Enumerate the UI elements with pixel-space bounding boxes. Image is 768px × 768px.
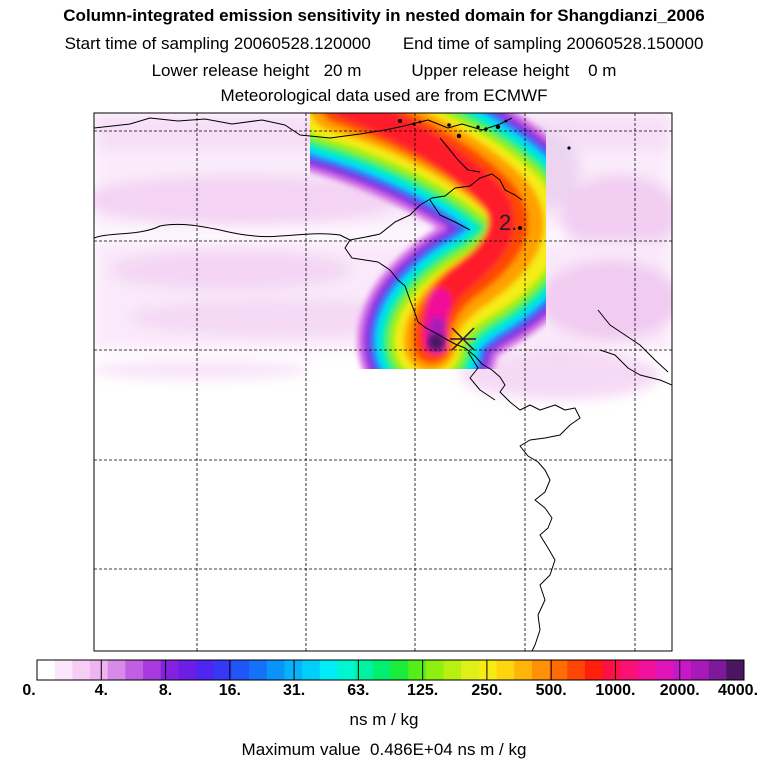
colorbar-tick-label: 31. [282,682,306,699]
colorbar-cell [549,660,568,680]
colorbar-cell [160,660,179,680]
colorbar-cell [673,660,692,680]
colorbar-tick-label: 4000. [717,682,759,699]
colorbar-tick-label: 250. [471,682,503,699]
colorbar-cell [708,660,727,680]
colorbar-ticks [36,660,745,680]
map-frame [93,112,673,652]
colorbar-cell [514,660,533,680]
colorbar-tick-label: 125. [407,682,439,699]
colorbar-cell [249,660,268,680]
colorbar-cell [584,660,603,680]
upper-release-height: Upper release height 0 m [411,61,617,80]
colorbar [37,660,745,680]
colorbar-cell [54,660,73,680]
colorbar-tick-label: 1000. [595,682,636,699]
release-heights: Lower release height 20 m Upper release h… [0,61,768,81]
colorbar-cell [620,660,639,680]
colorbar-cell [107,660,126,680]
colorbar-cell [196,660,215,680]
end-time: End time of sampling 20060528.150000 [402,34,704,53]
colorbar-cell [425,660,444,680]
colorbar-tick-label: 500. [535,682,567,699]
colorbar-cell [690,660,710,680]
colorbar-cell [461,660,480,680]
colorbar-cell [284,660,303,680]
colorbar-cell [37,660,56,680]
colorbar-cell [372,660,391,680]
colorbar-tick-label: 2000. [659,682,700,699]
colorbar-cell [602,660,621,680]
colorbar-cell [726,660,745,680]
colorbar-tick-label: 0. [22,682,36,699]
colorbar-cell [231,660,250,680]
x-cross-icon [450,327,476,351]
colorbar-tick-label: 8. [158,682,173,699]
graticule [94,113,672,651]
colorbar-cell [478,660,497,680]
colorbar-cell [319,660,338,680]
station-number-label: 2. [499,210,517,235]
colorbar-cell [637,660,657,680]
islands [398,119,571,230]
colorbar-tick-label: 4. [94,682,108,699]
colorbar-cell [567,660,586,680]
start-time: Start time of sampling 20060528.120000 [64,34,371,53]
colorbar-cell [143,660,162,680]
colorbar-cell [443,660,462,680]
met-data-source: Meteorological data used are from ECMWF [220,86,548,105]
colorbar-tick-label: 63. [347,682,370,699]
colorbar-cell [178,660,197,680]
plot-title: Column-integrated emission sensitivity i… [63,6,705,25]
colorbar-cell [266,660,285,680]
sensitivity-field [94,113,672,415]
colorbar-cell [531,660,550,680]
maximum-value: Maximum value 0.486E+04 ns m / kg [241,740,527,759]
colorbar-cell [213,660,232,680]
colorbar-cell [125,660,144,680]
colorbar-cell [302,660,321,680]
colorbar-cell [496,660,515,680]
colorbar-labels: 0. 4. 8. 16. 31. 63. 125. 250. 500. 1000. 2000. 400… [0,682,768,706]
colorbar-units: ns m / kg [349,710,419,729]
colorbar-cell [655,660,674,680]
colorbar-cell [390,660,409,680]
colorbar-cell [72,660,91,680]
lower-release-height: Lower release height 20 m [151,61,362,80]
colorbar-tick-label: 16. [218,682,241,699]
colorbar-cell [408,660,427,680]
coastlines [94,117,672,651]
colorbar-cell [337,660,356,680]
colorbar-cell [355,660,374,680]
sampling-times: Start time of sampling 20060528.120000 En… [0,34,768,54]
colorbar-cell [90,660,109,680]
